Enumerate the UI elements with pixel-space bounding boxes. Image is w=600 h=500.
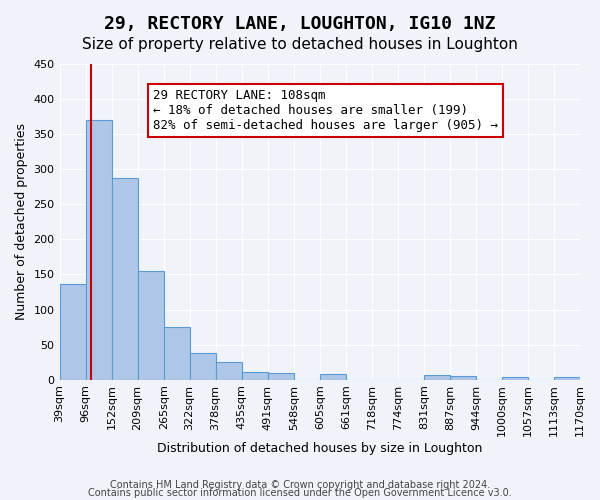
Bar: [215, 362, 242, 380]
Bar: [268, 372, 294, 380]
Text: Size of property relative to detached houses in Loughton: Size of property relative to detached ho…: [82, 38, 518, 52]
Bar: [502, 377, 528, 380]
Bar: [450, 376, 476, 380]
Bar: [86, 120, 112, 380]
Bar: [554, 377, 580, 380]
Bar: [164, 327, 190, 380]
Text: Contains HM Land Registry data © Crown copyright and database right 2024.: Contains HM Land Registry data © Crown c…: [110, 480, 490, 490]
X-axis label: Distribution of detached houses by size in Loughton: Distribution of detached houses by size …: [157, 442, 482, 455]
Bar: [320, 374, 346, 380]
Bar: [424, 375, 450, 380]
Y-axis label: Number of detached properties: Number of detached properties: [15, 124, 28, 320]
Bar: [137, 271, 164, 380]
Text: Contains public sector information licensed under the Open Government Licence v3: Contains public sector information licen…: [88, 488, 512, 498]
Text: 29 RECTORY LANE: 108sqm
← 18% of detached houses are smaller (199)
82% of semi-d: 29 RECTORY LANE: 108sqm ← 18% of detache…: [153, 90, 498, 132]
Bar: [59, 284, 86, 380]
Bar: [242, 372, 268, 380]
Bar: [190, 353, 215, 380]
Bar: [112, 178, 137, 380]
Text: 29, RECTORY LANE, LOUGHTON, IG10 1NZ: 29, RECTORY LANE, LOUGHTON, IG10 1NZ: [104, 15, 496, 33]
